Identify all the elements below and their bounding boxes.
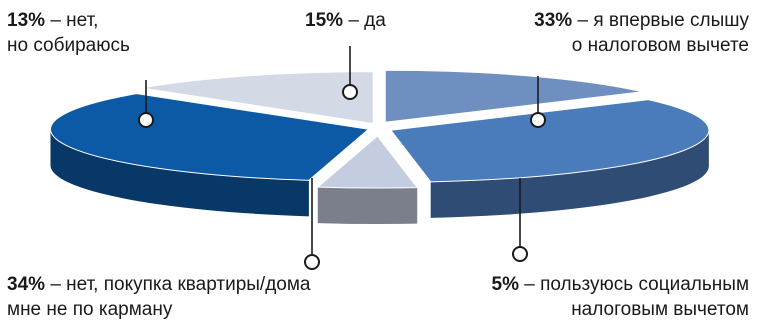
label-5-text-1: – пользуюсь социальным: [524, 274, 749, 295]
marker-34: [304, 254, 320, 270]
slice-15: [384, 69, 643, 123]
label-5-text-2: налоговым вычетом: [571, 299, 749, 320]
label-33-text-2: о налоговом вычете: [571, 35, 749, 56]
slice-34: [50, 93, 370, 181]
label-13-text-2: но собираюсь: [7, 35, 130, 56]
label-15-pct: 15%: [305, 10, 344, 31]
label-34-pct: 34%: [7, 274, 46, 295]
label-34-text-2: мне не по карману: [7, 299, 173, 320]
label-34: 34% – нет, покупка квартиры/дома мне не …: [7, 272, 311, 322]
label-5-pct: 5%: [491, 274, 519, 295]
label-33-text-1: – я впервые слышу: [577, 10, 749, 31]
slice-side-5: [317, 187, 418, 224]
label-34-text-1: – нет, покупка квартиры/дома: [50, 274, 311, 295]
label-15: 15% – да: [305, 8, 386, 33]
label-33-pct: 33%: [534, 10, 573, 31]
slice-5: [316, 135, 419, 189]
marker-33: [530, 112, 546, 128]
marker-5: [512, 246, 528, 262]
label-33: 33% – я впервые слышу о налоговом вычете: [534, 8, 749, 58]
marker-15: [342, 84, 358, 100]
slice-side-34: [50, 129, 309, 217]
marker-13: [138, 112, 154, 128]
label-13-pct: 13%: [7, 10, 46, 31]
slice-33: [389, 99, 710, 183]
label-13-text-1: – нет,: [50, 10, 99, 31]
label-5: 5% – пользуюсь социальным налоговым выче…: [492, 272, 749, 322]
slice-side-33: [430, 130, 709, 218]
label-15-text-1: – да: [348, 10, 386, 31]
label-13: 13% – нет, но собираюсь: [7, 8, 130, 58]
